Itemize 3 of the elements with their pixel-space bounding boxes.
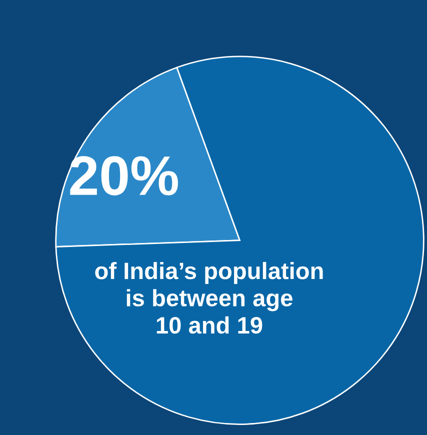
data-label: 20%	[70, 156, 178, 196]
pie-slice	[55, 56, 424, 425]
text: of India’s population is between age 10 and 19	[95, 262, 323, 334]
